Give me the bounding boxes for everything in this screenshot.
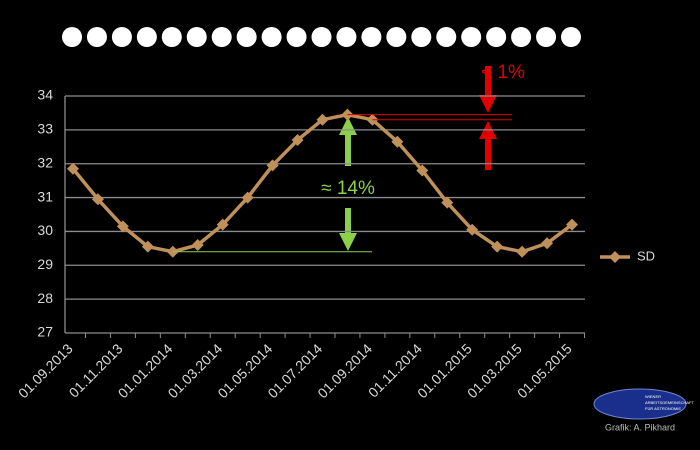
y-tick-label: 30 (37, 222, 53, 238)
data-point (316, 113, 329, 126)
credit: Grafik: A. Pikhard (605, 422, 675, 432)
data-point (491, 240, 504, 253)
data-point (116, 220, 129, 233)
phase-dot (486, 27, 507, 47)
y-tick-label: 33 (37, 121, 53, 137)
data-point (141, 240, 154, 253)
y-tick-label: 28 (37, 290, 53, 306)
phase-dot (386, 27, 407, 47)
data-point (191, 238, 204, 251)
logo-ellipse (593, 388, 687, 420)
phase-dot (561, 27, 581, 47)
phase-dot (261, 27, 282, 47)
logo: WIENER ARBEITSGEMEINSCHAFT FÜR ASTRONOMI… (593, 388, 694, 420)
data-point (416, 164, 429, 177)
data-point (67, 162, 79, 175)
x-tick-label: 01.09.2014 (314, 340, 375, 401)
data-point (516, 245, 529, 258)
legend-marker (609, 251, 621, 263)
phase-dot (186, 27, 207, 47)
phase-dot (336, 27, 357, 47)
phase-dot (136, 27, 157, 47)
data-point (566, 218, 578, 231)
data-point (541, 237, 554, 250)
x-tick-label: 01.05.2015 (514, 340, 575, 401)
phase-dot (62, 27, 82, 47)
y-tick-label: 34 (37, 87, 53, 103)
phase-dot (286, 27, 307, 47)
data-point (241, 191, 254, 204)
phase-dot (536, 27, 557, 47)
phase-dot (311, 27, 332, 47)
y-tick-label: 31 (37, 188, 53, 204)
data-point (91, 193, 104, 206)
phase-dot (411, 27, 432, 47)
logo-text: FÜR ASTRONOMIE (645, 406, 681, 411)
logo-text: ARBEITSGEMEINSCHAFT (645, 400, 694, 405)
phase-dot (236, 27, 257, 47)
annotation: < 1% (481, 62, 525, 83)
y-tick-label: 27 (37, 324, 53, 340)
data-point (391, 135, 404, 148)
data-point (291, 134, 304, 147)
data-point (266, 159, 279, 172)
y-tick-label: 32 (37, 154, 53, 170)
data-point (441, 196, 454, 209)
phase-dot (461, 27, 482, 47)
legend-label: SD (637, 248, 655, 263)
phase-dot (111, 27, 132, 47)
x-tick-label: 01.09.2013 (15, 340, 76, 401)
data-point (466, 223, 479, 236)
y-tick-label: 29 (37, 256, 53, 272)
phase-dot (361, 27, 382, 47)
phase-dot (436, 27, 457, 47)
phase-dot (211, 27, 232, 47)
annotation: ≈ 14% (321, 178, 375, 199)
phase-dot (86, 27, 107, 47)
logo-text: WIENER (645, 394, 661, 399)
data-point (216, 218, 229, 231)
phase-dot (161, 27, 182, 47)
phase-dot (511, 27, 532, 47)
